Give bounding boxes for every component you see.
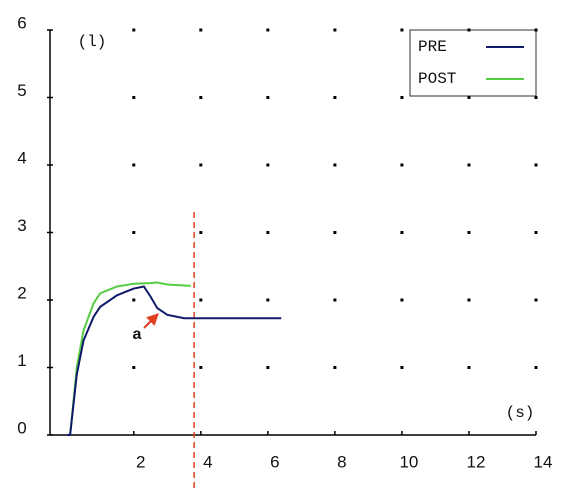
grid-dot — [132, 298, 136, 302]
x-tick-label: 10 — [399, 452, 418, 471]
grid-dot — [199, 231, 203, 234]
x-tick-label: 12 — [467, 452, 486, 471]
y-tick-label: 0 — [17, 418, 26, 437]
x-tick-label: 4 — [203, 452, 212, 471]
grid-dot — [132, 231, 136, 234]
x-tick-label: 8 — [337, 452, 346, 471]
grid-dot — [199, 96, 203, 99]
y-tick-label: 5 — [17, 81, 26, 100]
grid-dot — [333, 366, 337, 369]
grid-dot — [132, 28, 136, 32]
y-tick-label: 6 — [17, 13, 26, 32]
grid-dot — [400, 231, 404, 234]
grid-dot — [400, 298, 404, 302]
grid-dot — [199, 366, 203, 369]
y-tick-label: 4 — [17, 148, 26, 167]
grid-dot — [534, 163, 538, 167]
grid-dot — [400, 366, 404, 369]
series-line — [66, 285, 282, 436]
grid-dot — [199, 298, 203, 302]
grid-dot — [266, 366, 270, 369]
grid-dot — [467, 28, 471, 32]
grid-dot — [266, 298, 270, 302]
grid-dot — [333, 163, 337, 167]
grid-dot — [333, 298, 337, 302]
grid-dot — [266, 231, 270, 234]
grid-dot — [534, 231, 538, 234]
grid-dot — [266, 96, 270, 99]
grid-dot — [132, 96, 136, 99]
x-tick-label: 14 — [534, 452, 553, 471]
series-line — [66, 281, 191, 436]
grid-dot — [132, 366, 136, 369]
grid-dot — [266, 163, 270, 167]
x-tick-label: 6 — [270, 452, 279, 471]
x-axis-label: (s) — [506, 404, 535, 422]
legend-box — [409, 29, 537, 97]
x-tick-label: 2 — [136, 452, 145, 471]
grid-dot — [333, 96, 337, 99]
grid-dot — [333, 28, 337, 32]
annotation: a — [133, 326, 142, 343]
grid-dot — [467, 366, 471, 369]
y-tick-label: 3 — [17, 216, 26, 235]
grid-dot — [400, 163, 404, 167]
annotation-arrow — [143, 313, 159, 329]
grid-dot — [534, 298, 538, 302]
grid-dot — [467, 298, 471, 302]
grid-dot — [534, 28, 538, 32]
grid-dot — [199, 28, 203, 32]
grid-dot — [467, 96, 471, 99]
grid-dot — [467, 231, 471, 234]
grid-dot — [266, 28, 270, 32]
grid-dot — [534, 96, 538, 99]
y-tick-label: 1 — [17, 351, 26, 370]
y-tick-label: 2 — [17, 283, 26, 302]
grid-dot — [534, 366, 538, 369]
grid-dot — [400, 28, 404, 32]
grid-dot — [400, 96, 404, 99]
y-axis-label: (l) — [78, 33, 107, 51]
grid-dot — [132, 163, 136, 167]
grid-dot — [199, 163, 203, 167]
grid-dot — [333, 231, 337, 234]
legend-label: PRE — [418, 38, 447, 56]
grid-dot — [467, 163, 471, 167]
legend-label: POST — [418, 70, 456, 88]
